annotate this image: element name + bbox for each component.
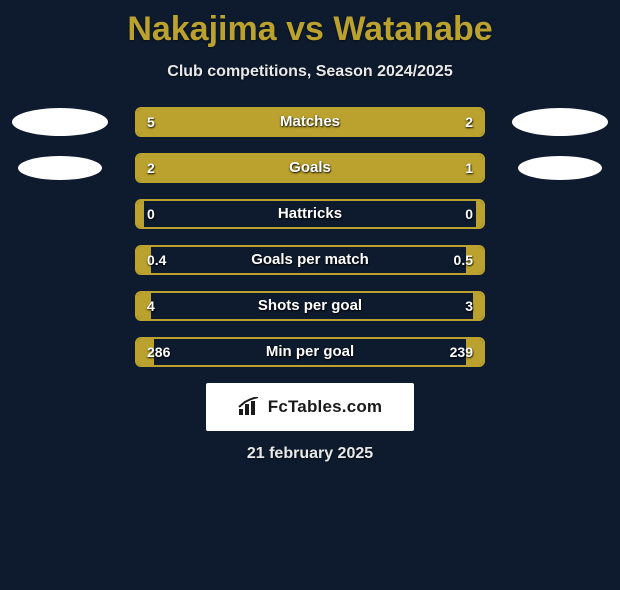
stat-bar-right-fill (369, 155, 483, 181)
stat-row: 2 Goals 1 (0, 153, 620, 183)
brand-box: FcTables.com (206, 383, 414, 431)
stat-bar-right-fill (369, 109, 483, 135)
stat-row: 286 Min per goal 239 (0, 337, 620, 367)
stat-bar-right-fill (466, 247, 483, 273)
stat-row: 4 Shots per goal 3 (0, 291, 620, 321)
team-left-logo-placeholder-icon (18, 156, 102, 180)
stat-bar: 2 Goals 1 (135, 153, 485, 183)
stat-label: Goals per match (137, 247, 483, 273)
stat-row: 5 Matches 2 (0, 107, 620, 137)
stat-label: Hattricks (137, 201, 483, 227)
page-title: Nakajima vs Watanabe (0, 10, 620, 49)
team-left-logo-slot (10, 107, 110, 137)
stat-bar-left-fill (137, 339, 154, 365)
team-right-logo-placeholder-icon (518, 156, 602, 180)
team-left-logo-placeholder-icon (12, 108, 108, 136)
footer-date: 21 february 2025 (0, 445, 620, 463)
team-right-logo-slot (510, 153, 610, 183)
stat-bar-right-fill (466, 339, 483, 365)
stat-left-value: 0 (147, 201, 155, 227)
stat-row: 0.4 Goals per match 0.5 (0, 245, 620, 275)
stat-bar-left-fill (137, 109, 369, 135)
comparison-chart: 5 Matches 2 2 Goals 1 0 Hattricks (0, 107, 620, 367)
team-right-logo-placeholder-icon (512, 108, 608, 136)
stat-bar-left-fill (137, 155, 369, 181)
stat-row: 0 Hattricks 0 (0, 199, 620, 229)
page-subtitle: Club competitions, Season 2024/2025 (0, 63, 620, 81)
stat-bar: 0 Hattricks 0 (135, 199, 485, 229)
stat-bar-right-fill (476, 201, 483, 227)
stat-bar-right-fill (473, 293, 483, 319)
stat-right-value: 0 (465, 201, 473, 227)
team-left-logo-slot (10, 153, 110, 183)
stat-bar-left-fill (137, 293, 151, 319)
stat-bar-left-fill (137, 247, 151, 273)
stat-bar: 0.4 Goals per match 0.5 (135, 245, 485, 275)
stat-bar: 4 Shots per goal 3 (135, 291, 485, 321)
stat-label: Min per goal (137, 339, 483, 365)
brand-text: FcTables.com (268, 397, 383, 417)
stat-label: Shots per goal (137, 293, 483, 319)
stat-bar: 286 Min per goal 239 (135, 337, 485, 367)
team-right-logo-slot (510, 107, 610, 137)
brand-bars-icon (238, 397, 262, 417)
stat-bar: 5 Matches 2 (135, 107, 485, 137)
stat-bar-left-fill (137, 201, 144, 227)
